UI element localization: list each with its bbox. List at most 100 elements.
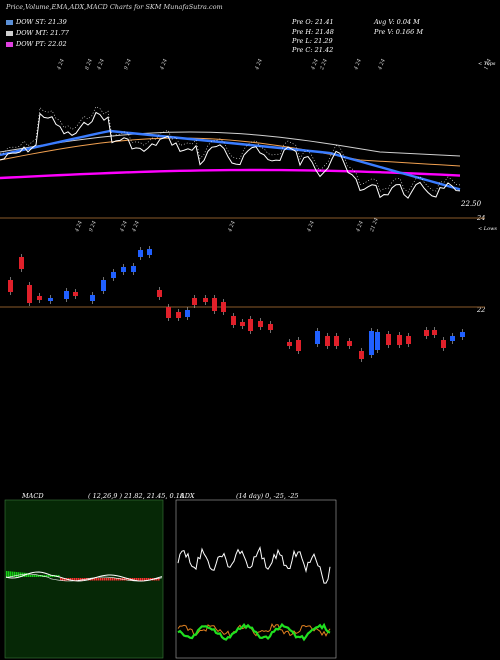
macd-histogram-bar: [156, 578, 158, 581]
dow-mt-swatch: [6, 31, 13, 36]
lows-tag: < Lows: [478, 226, 497, 232]
price-label: 22.50: [461, 200, 482, 208]
adx-panel: [175, 499, 337, 659]
candle-body: [166, 307, 171, 318]
macd-histogram-bar: [146, 578, 148, 581]
macd-line: [5, 571, 163, 582]
date-label-mid: 4 24: [119, 220, 129, 233]
macd-histogram-bar: [76, 578, 78, 581]
macd-histogram-bar: [106, 578, 108, 581]
date-label-mid: 4 24: [227, 220, 237, 233]
macd-histogram-bar: [132, 578, 134, 581]
macd-histogram-bar: [34, 575, 36, 577]
ema-line-orange: [0, 137, 461, 167]
pre-close: Pre C: 21.42: [292, 46, 334, 54]
pre-open: Pre O: 21.41: [292, 18, 334, 26]
date-label-mid: 21 24: [369, 217, 380, 233]
candle-body: [27, 285, 32, 303]
candle-body: [334, 336, 339, 346]
candle-body: [287, 342, 292, 346]
macd-histogram-bar: [44, 575, 46, 577]
macd-histogram-bar: [104, 578, 106, 581]
pre-volume: Pre V: 0.166 M: [374, 28, 424, 36]
macd-histogram-bar: [138, 578, 140, 581]
macd-histogram-bar: [14, 571, 16, 577]
macd-histogram-bar: [30, 575, 32, 577]
candle-body: [369, 331, 374, 355]
macd-params: ( 12,26,9 ) 21.82, 21.45, 0.18: [88, 492, 185, 500]
pre-low: Pre L: 21.29: [292, 37, 333, 45]
candle-body: [111, 272, 116, 278]
date-label-top: 2 24: [319, 58, 329, 71]
candle-body: [157, 290, 162, 297]
price-line: [0, 111, 461, 199]
macd-histogram-bar: [78, 578, 80, 581]
macd-histogram-bar: [48, 575, 50, 577]
date-label-mid: 4 24: [306, 220, 316, 233]
macd-histogram-bar: [74, 578, 76, 581]
macd-histogram-bar: [140, 578, 142, 581]
candle-body: [221, 302, 226, 312]
date-label-mid: 9 24: [88, 220, 97, 233]
candle-body: [90, 295, 95, 301]
dow-pt-swatch: [6, 42, 13, 47]
candle-body: [240, 322, 245, 326]
macd-histogram-bar: [126, 578, 128, 581]
macd-histogram-bar: [72, 578, 74, 581]
macd-histogram-bar: [62, 578, 64, 581]
macd-histogram-bar: [124, 578, 126, 581]
candle-body: [315, 331, 320, 344]
macd-histogram-bar: [26, 573, 28, 577]
macd-histogram-bar: [108, 578, 110, 581]
candle-body: [19, 257, 24, 269]
candle-body: [424, 330, 429, 336]
macd-histogram-bar: [46, 575, 48, 577]
candle-body: [460, 332, 465, 337]
date-label-top: 4 24: [310, 58, 320, 71]
date-label-mid: 4 24: [74, 220, 84, 233]
candle-body: [131, 266, 136, 272]
candle-body: [212, 298, 217, 311]
candle-body: [268, 324, 273, 330]
macd-histogram-bar: [136, 578, 138, 581]
macd-histogram-bar: [6, 571, 8, 577]
dow-st-swatch: [6, 20, 13, 25]
macd-histogram-bar: [100, 578, 102, 581]
adx-minus-di-line: [177, 622, 331, 638]
macd-histogram-bar: [86, 578, 88, 581]
pre-high: Pre H: 21.48: [292, 28, 334, 36]
candle-body: [147, 249, 152, 255]
date-label-top: 1 24: [483, 58, 492, 71]
date-label-top: 4 24: [96, 58, 106, 71]
candle-body: [375, 332, 380, 350]
macd-histogram-bar: [16, 572, 18, 577]
date-label-top: 4 24: [56, 58, 66, 71]
macd-histogram-bar: [114, 578, 116, 581]
macd-histogram-bar: [8, 571, 10, 577]
candle-body: [432, 330, 437, 335]
macd-histogram-bar: [80, 578, 82, 581]
candle-body: [231, 316, 236, 325]
candle-body: [8, 280, 13, 292]
candle-body: [101, 280, 106, 291]
date-label-top: 9 24: [123, 58, 132, 71]
candle-body: [37, 296, 42, 300]
candle-body: [450, 336, 455, 341]
dow-st-label: DOW ST: 21.39: [16, 18, 67, 26]
macd-histogram-bar: [144, 578, 146, 581]
avg-volume: Avg V: 0.04 M: [374, 18, 420, 26]
date-label-top: 8 24: [84, 58, 93, 71]
adx-params: (14 day) 0, -25, -25: [236, 492, 299, 500]
macd-histogram-bar: [12, 571, 14, 577]
adx-plus-di-line: [177, 622, 331, 642]
candle-body: [296, 340, 301, 351]
macd-title: MACD: [22, 492, 44, 500]
ema-line-magenta: [0, 168, 461, 180]
date-label-top: 4 24: [377, 58, 387, 71]
candle-body: [185, 310, 190, 317]
macd-histogram-bar: [58, 575, 60, 577]
date-label-mid: 4 24: [355, 220, 365, 233]
macd-histogram-bar: [112, 578, 114, 581]
macd-histogram-bar: [38, 575, 40, 577]
macd-histogram-bar: [36, 575, 38, 577]
